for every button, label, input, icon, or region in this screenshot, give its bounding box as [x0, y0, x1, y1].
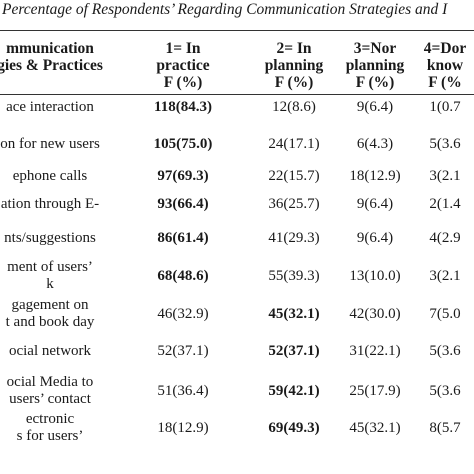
row-label: ace interaction — [6, 99, 94, 115]
row-label: ocial network — [8, 343, 92, 359]
row-value-col4: 3(2.1 — [429, 168, 461, 184]
row-value-col2: 59(42.1) — [268, 383, 320, 399]
row-value-col3: 9(6.4) — [356, 196, 394, 212]
row-value-col1: 46(32.9) — [157, 306, 209, 322]
header-col2-line: 2= In — [276, 40, 312, 57]
row-label: ation through E- — [0, 196, 100, 212]
header-col3-line: F (%) — [355, 74, 395, 91]
row-value-col4: 8(5.7 — [429, 420, 461, 436]
row-label: ephone calls — [12, 168, 88, 184]
header-practices-line: gies & Practices — [0, 57, 103, 74]
row-value-col4: 4(2.9 — [429, 230, 461, 246]
row-label: k — [46, 276, 54, 292]
row-value-col1: 68(48.6) — [157, 268, 209, 284]
row-value-col1: 93(66.4) — [157, 196, 209, 212]
header-practices-line: mmunication — [6, 40, 94, 57]
row-label: ocial Media to — [6, 374, 94, 390]
header-col4-line: 4=Dor — [423, 40, 467, 57]
row-value-col1: 105(75.0) — [153, 136, 213, 152]
row-label: on for new users — [0, 136, 100, 152]
row-value-col1: 51(36.4) — [157, 383, 209, 399]
row-value-col2: 69(49.3) — [268, 420, 320, 436]
row-value-col2: 24(17.1) — [268, 136, 320, 152]
row-value-col2: 52(37.1) — [268, 343, 320, 359]
row-value-col4: 1(0.7 — [429, 99, 461, 115]
row-value-col3: 42(30.0) — [349, 306, 401, 322]
header-col2-line: planning — [264, 57, 324, 74]
row-label: t and book day — [5, 314, 95, 330]
row-value-col1: 97(69.3) — [157, 168, 209, 184]
header-col1-line: 1= In — [165, 40, 201, 57]
row-value-col3: 13(10.0) — [349, 268, 401, 284]
row-value-col2: 36(25.7) — [268, 196, 320, 212]
row-value-col1: 86(61.4) — [157, 230, 209, 246]
row-value-col4: 2(1.4 — [429, 196, 461, 212]
row-value-col1: 52(37.1) — [157, 343, 209, 359]
header-col2-line: F (%) — [274, 74, 314, 91]
header-col1-line: practice — [156, 57, 210, 74]
header-col4-line: know — [426, 57, 464, 74]
row-value-col3: 31(22.1) — [349, 343, 401, 359]
row-value-col3: 9(6.4) — [356, 230, 394, 246]
row-value-col3: 9(6.4) — [356, 99, 394, 115]
row-label: nts/suggestions — [4, 230, 96, 246]
row-value-col4: 7(5.0 — [429, 306, 461, 322]
row-value-col3: 45(32.1) — [349, 420, 401, 436]
row-value-col2: 22(15.7) — [268, 168, 320, 184]
row-value-col3: 25(17.9) — [349, 383, 401, 399]
row-value-col1: 18(12.9) — [157, 420, 209, 436]
header-rule — [0, 94, 474, 95]
row-value-col2: 45(32.1) — [268, 306, 320, 322]
row-value-col3: 18(12.9) — [349, 168, 401, 184]
header-col4-line: F (% — [428, 74, 462, 91]
row-value-col4: 3(2.1 — [429, 268, 461, 284]
row-value-col4: 5(3.6 — [429, 136, 461, 152]
row-label: users’ contact — [9, 391, 91, 407]
row-label: ment of users’ — [7, 259, 93, 275]
row-value-col2: 12(8.6) — [272, 99, 316, 115]
header-col3-line: 3=Nor — [353, 40, 397, 57]
row-value-col4: 5(3.6 — [429, 343, 461, 359]
header-col1-line: F (%) — [163, 74, 203, 91]
row-label: gagement on — [11, 297, 89, 313]
table-title: Percentage of Respondents’ Regarding Com… — [2, 1, 448, 18]
top-rule — [0, 30, 474, 31]
row-value-col3: 6(4.3) — [356, 136, 394, 152]
row-value-col1: 118(84.3) — [154, 99, 212, 115]
header-col3-line: planning — [345, 57, 405, 74]
row-label: ectronic — [25, 411, 75, 427]
row-value-col2: 41(29.3) — [268, 230, 320, 246]
row-label: s for users’ — [16, 428, 84, 444]
row-value-col2: 55(39.3) — [268, 268, 320, 284]
row-value-col4: 5(3.6 — [429, 383, 461, 399]
